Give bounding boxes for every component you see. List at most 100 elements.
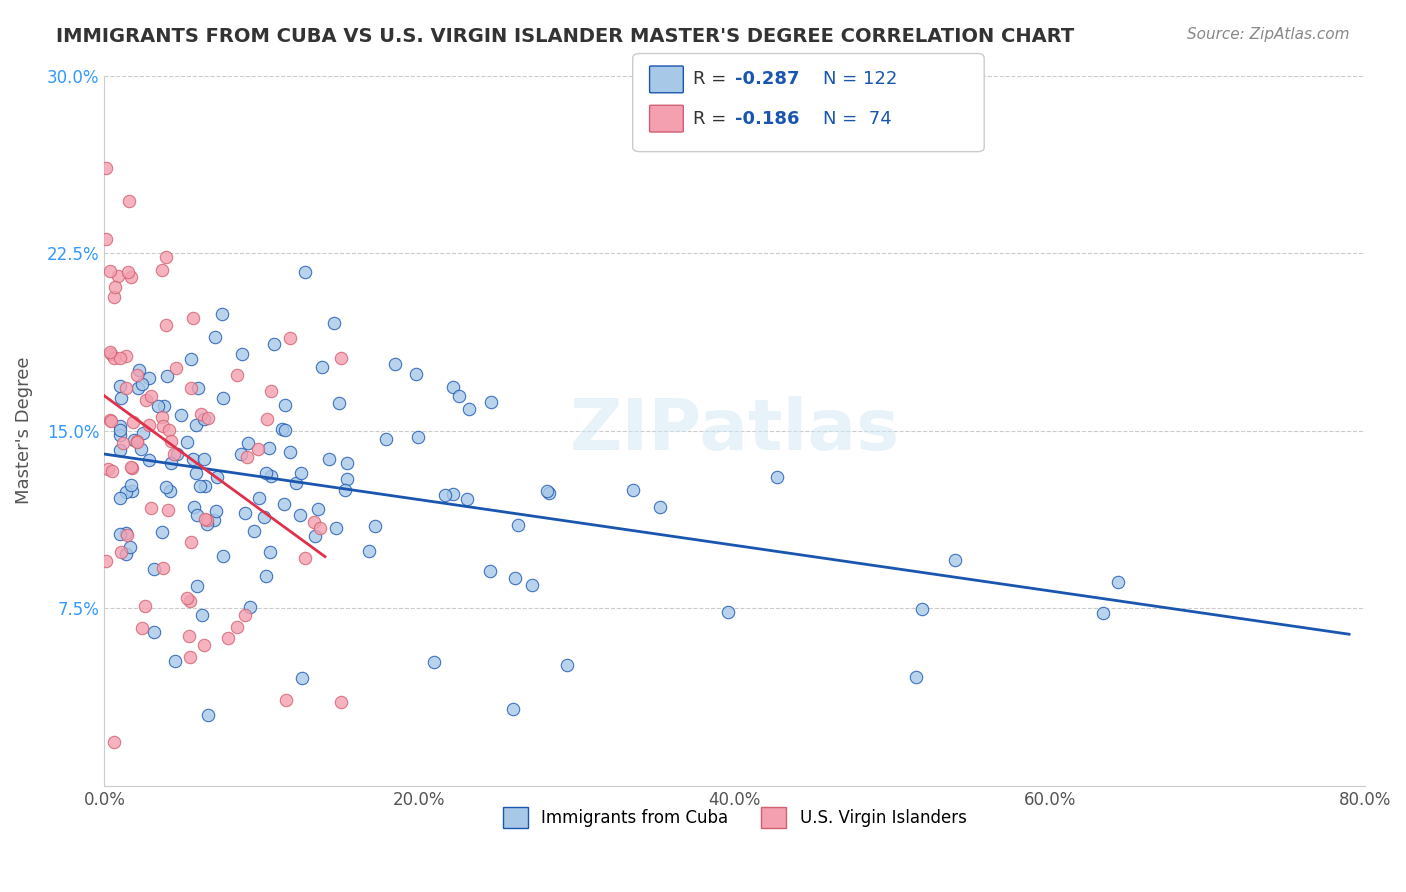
Immigrants from Cuba [183,452,205,467]
Immigrants from Cuba [128,363,150,377]
Immigrants from Cuba [143,625,166,640]
Text: N =  74: N = 74 [823,110,891,128]
Immigrants from Cuba [288,508,311,522]
Immigrants from Cuba [193,412,215,426]
Immigrants from Cuba [180,352,202,367]
Legend: Immigrants from Cuba, U.S. Virgin Islanders: Immigrants from Cuba, U.S. Virgin Island… [496,801,973,834]
U.S. Virgin Islanders [134,599,156,614]
Immigrants from Cuba [231,447,253,461]
Immigrants from Cuba [115,526,138,541]
Immigrants from Cuba [405,367,427,381]
Immigrants from Cuba [311,359,333,374]
U.S. Virgin Islanders [115,349,138,363]
Immigrants from Cuba [146,399,169,413]
U.S. Virgin Islanders [155,318,177,332]
Immigrants from Cuba [186,579,208,593]
Immigrants from Cuba [905,670,928,684]
U.S. Virgin Islanders [329,351,352,365]
Immigrants from Cuba [170,408,193,422]
U.S. Virgin Islanders [160,434,183,448]
Immigrants from Cuba [1107,574,1129,589]
Immigrants from Cuba [259,442,281,456]
Text: N = 122: N = 122 [823,70,897,88]
Immigrants from Cuba [357,544,380,558]
U.S. Virgin Islanders [131,621,153,635]
U.S. Virgin Islanders [125,435,148,450]
Text: -0.287: -0.287 [735,70,800,88]
Immigrants from Cuba [187,381,209,395]
Immigrants from Cuba [118,540,141,554]
U.S. Virgin Islanders [193,638,215,652]
Immigrants from Cuba [1091,606,1114,620]
Immigrants from Cuba [108,491,131,505]
U.S. Virgin Islanders [302,516,325,530]
Immigrants from Cuba [254,569,277,583]
Immigrants from Cuba [291,672,314,686]
U.S. Virgin Islanders [329,695,352,709]
Y-axis label: Master's Degree: Master's Degree [15,357,32,504]
Immigrants from Cuba [716,605,738,619]
U.S. Virgin Islanders [127,368,149,383]
Immigrants from Cuba [132,425,155,440]
Immigrants from Cuba [294,265,316,279]
Immigrants from Cuba [108,378,131,392]
Immigrants from Cuba [205,470,228,484]
Immigrants from Cuba [191,608,214,623]
Immigrants from Cuba [115,485,138,500]
Immigrants from Cuba [231,347,253,361]
Immigrants from Cuba [290,467,312,481]
Immigrants from Cuba [165,654,187,668]
U.S. Virgin Islanders [180,380,202,394]
Immigrants from Cuba [447,389,470,403]
Immigrants from Cuba [458,401,481,416]
U.S. Virgin Islanders [125,434,148,448]
U.S. Virgin Islanders [274,693,297,707]
Immigrants from Cuba [943,553,966,567]
U.S. Virgin Islanders [177,629,200,643]
U.S. Virgin Islanders [100,347,122,361]
Immigrants from Cuba [194,478,217,492]
U.S. Virgin Islanders [139,389,162,403]
Immigrants from Cuba [166,447,188,461]
U.S. Virgin Islanders [94,232,117,246]
Immigrants from Cuba [650,500,672,514]
Immigrants from Cuba [433,488,456,502]
Immigrants from Cuba [441,487,464,501]
Immigrants from Cuba [307,502,329,516]
U.S. Virgin Islanders [96,554,118,568]
Immigrants from Cuba [108,419,131,434]
Immigrants from Cuba [127,381,149,395]
U.S. Virgin Islanders [120,460,142,475]
Immigrants from Cuba [211,308,233,322]
U.S. Virgin Islanders [156,502,179,516]
Immigrants from Cuba [304,529,326,543]
Immigrants from Cuba [108,427,131,442]
Immigrants from Cuba [274,398,297,412]
Immigrants from Cuba [333,483,356,497]
Immigrants from Cuba [766,470,789,484]
U.S. Virgin Islanders [117,265,139,279]
Immigrants from Cuba [423,655,446,669]
U.S. Virgin Islanders [100,414,122,428]
U.S. Virgin Islanders [141,501,163,516]
Immigrants from Cuba [120,478,142,492]
Text: -0.186: -0.186 [735,110,800,128]
Immigrants from Cuba [212,391,235,405]
Immigrants from Cuba [156,369,179,384]
Immigrants from Cuba [328,395,350,409]
Immigrants from Cuba [273,497,295,511]
U.S. Virgin Islanders [101,464,124,478]
Immigrants from Cuba [478,564,501,578]
Immigrants from Cuba [406,430,429,444]
U.S. Virgin Islanders [256,411,278,425]
Immigrants from Cuba [479,395,502,409]
U.S. Virgin Islanders [225,620,247,634]
Immigrants from Cuba [247,491,270,505]
U.S. Virgin Islanders [115,381,138,395]
U.S. Virgin Islanders [115,527,138,541]
U.S. Virgin Islanders [247,442,270,456]
U.S. Virgin Islanders [118,194,141,209]
Immigrants from Cuba [263,337,285,351]
U.S. Virgin Islanders [150,409,173,424]
U.S. Virgin Islanders [98,413,121,427]
